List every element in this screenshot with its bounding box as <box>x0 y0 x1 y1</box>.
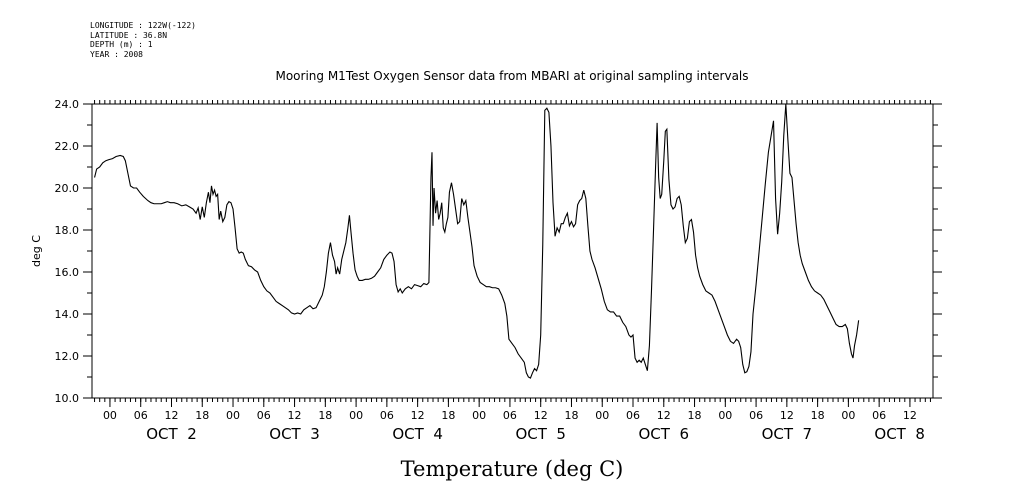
depth-label: DEPTH (m) : 1 <box>90 40 153 50</box>
x-tick-label: 12 <box>534 409 548 422</box>
latitude-label: LATITUDE : 36.8N <box>90 30 168 40</box>
y-tick-label: 22.0 <box>55 140 80 153</box>
x-axis-label: Temperature (deg C) <box>401 457 624 481</box>
x-tick-label: 18 <box>441 409 455 422</box>
x-day-label: OCT 7 <box>762 425 813 443</box>
x-day-label: OCT 4 <box>392 425 443 443</box>
x-tick-label: 18 <box>564 409 578 422</box>
x-tick-label: 06 <box>503 409 517 422</box>
x-tick-label: 12 <box>780 409 794 422</box>
x-tick-label: 00 <box>103 409 117 422</box>
y-tick-labels: 10.0 12.0 14.0 16.0 18.0 20.0 22.0 24.0 <box>55 98 80 405</box>
x-tick-label: 06 <box>257 409 271 422</box>
x-day-label: OCT 2 <box>146 425 197 443</box>
x-tick-label: 18 <box>195 409 209 422</box>
y-axis-label: deg C <box>30 235 43 267</box>
x-tick-label: 12 <box>411 409 425 422</box>
x-tick-label: 18 <box>811 409 825 422</box>
x-tick-labels: 00 06 12 18 00 06 12 18 00 06 12 18 00 06 12 18 00 06 12 18… <box>103 409 917 422</box>
x-tick-label: 00 <box>349 409 363 422</box>
x-tick-label: 00 <box>718 409 732 422</box>
x-tick-label: 06 <box>872 409 886 422</box>
axis-ticks <box>83 100 942 407</box>
x-day-label: OCT 5 <box>515 425 566 443</box>
x-day-label: OCT 3 <box>269 425 320 443</box>
x-day-labels: OCT 2 OCT 3 OCT 4 OCT 5 OCT 6 OCT 7 OCT 8 <box>146 425 925 443</box>
y-tick-label: 20.0 <box>55 182 80 195</box>
y-tick-label: 16.0 <box>55 266 80 279</box>
y-tick-label: 18.0 <box>55 224 80 237</box>
x-tick-label: 00 <box>595 409 609 422</box>
x-tick-label: 12 <box>657 409 671 422</box>
x-tick-label: 00 <box>841 409 855 422</box>
metadata-block: LONGITUDE : 122W(-122) LATITUDE : 36.8N … <box>90 21 196 59</box>
plot-frame <box>91 103 934 399</box>
y-tick-label: 24.0 <box>55 98 80 111</box>
x-tick-label: 06 <box>626 409 640 422</box>
x-tick-label: 00 <box>472 409 486 422</box>
year-label: YEAR : 2008 <box>90 49 143 59</box>
x-tick-label: 18 <box>688 409 702 422</box>
x-tick-label: 12 <box>903 409 917 422</box>
chart-title: Mooring M1Test Oxygen Sensor data from M… <box>275 69 748 83</box>
x-day-label: OCT 6 <box>639 425 690 443</box>
x-tick-label: 06 <box>749 409 763 422</box>
x-tick-label: 06 <box>134 409 148 422</box>
y-tick-label: 12.0 <box>55 350 80 363</box>
x-tick-label: 12 <box>164 409 178 422</box>
x-tick-label: 06 <box>380 409 394 422</box>
series-line-0 <box>94 103 860 379</box>
x-tick-label: 12 <box>288 409 302 422</box>
y-tick-label: 10.0 <box>55 392 80 405</box>
y-tick-label: 14.0 <box>55 308 80 321</box>
x-tick-label: 18 <box>318 409 332 422</box>
x-day-label: OCT 8 <box>874 425 925 443</box>
longitude-label: LONGITUDE : 122W(-122) <box>90 21 196 30</box>
x-tick-label: 00 <box>226 409 240 422</box>
